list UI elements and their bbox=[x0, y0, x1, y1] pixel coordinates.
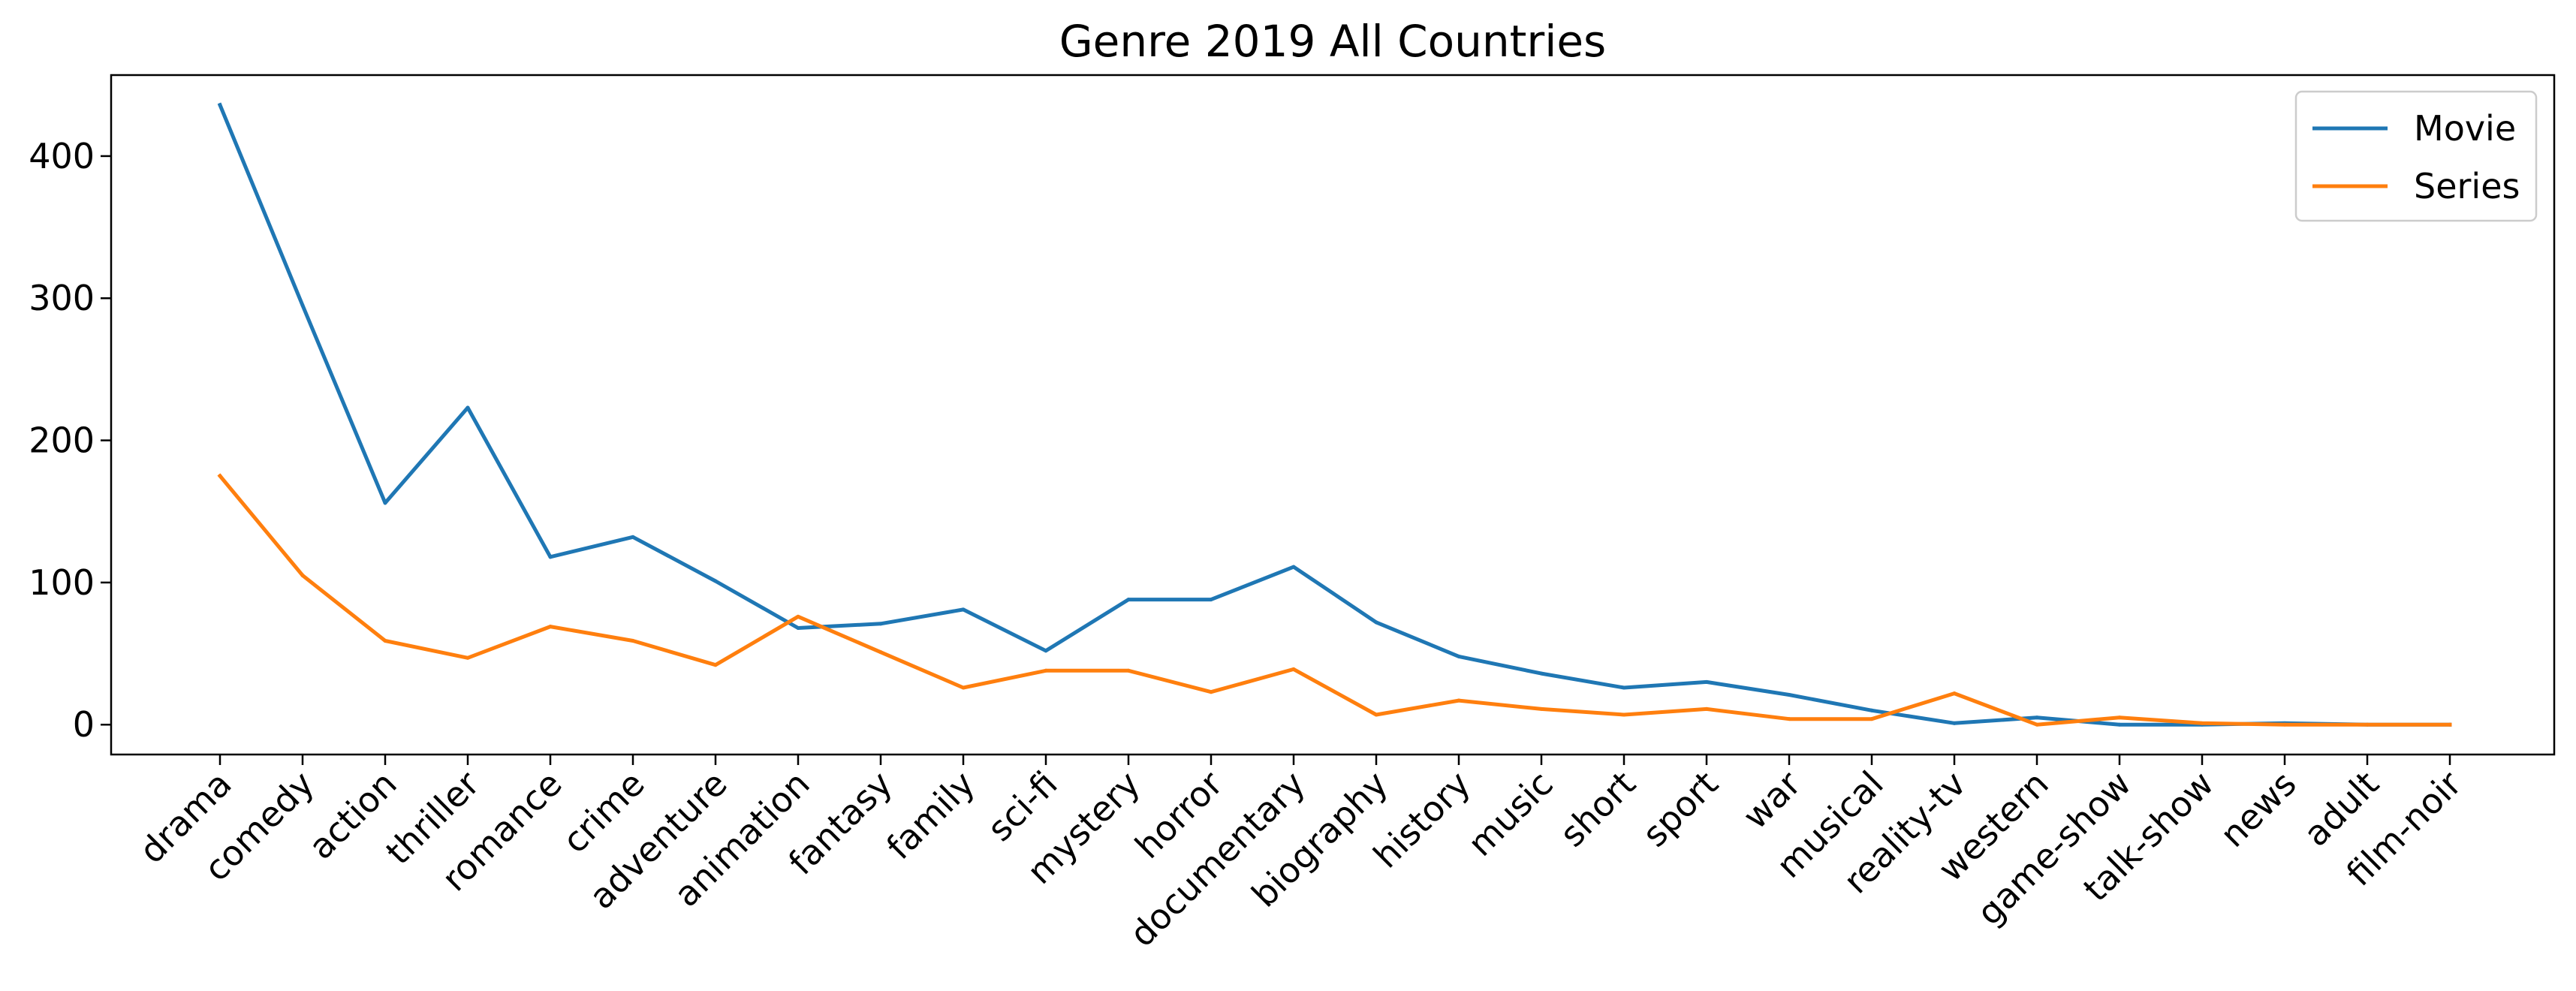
data-point-movie bbox=[1539, 671, 1544, 676]
data-point-series bbox=[878, 650, 883, 655]
y-tick-label: 400 bbox=[29, 136, 95, 176]
data-point-movie bbox=[1952, 721, 1957, 725]
data-point-series bbox=[218, 474, 222, 478]
plot-frame bbox=[110, 74, 2556, 756]
chart-title: Genre 2019 All Countries bbox=[1059, 16, 1607, 67]
data-point-series bbox=[1869, 717, 1874, 721]
data-point-series bbox=[796, 614, 800, 619]
data-point-movie bbox=[1622, 685, 1626, 690]
legend: Movie Series bbox=[2294, 90, 2538, 222]
data-point-series bbox=[2282, 722, 2287, 727]
data-point-movie bbox=[1044, 649, 1048, 653]
data-point-series bbox=[1457, 698, 1461, 703]
data-point-movie bbox=[2117, 722, 2122, 727]
data-point-movie bbox=[218, 103, 222, 107]
y-tick-label: 300 bbox=[29, 278, 95, 318]
data-point-series bbox=[465, 655, 470, 660]
data-point-movie bbox=[1457, 654, 1461, 658]
data-point-series bbox=[1291, 667, 1296, 671]
data-point-series bbox=[1787, 717, 1791, 721]
data-point-series bbox=[1539, 706, 1544, 711]
data-point-series bbox=[1209, 690, 1213, 694]
data-point-movie bbox=[961, 607, 966, 612]
data-point-movie bbox=[2035, 715, 2039, 720]
y-tick-label: 200 bbox=[29, 420, 95, 461]
data-point-movie bbox=[1374, 620, 1378, 625]
data-point-series bbox=[2200, 721, 2204, 725]
x-tick-label: short bbox=[1552, 764, 1644, 855]
x-tick-label: family bbox=[878, 764, 983, 868]
data-point-series bbox=[383, 639, 387, 643]
data-point-movie bbox=[878, 622, 883, 626]
data-point-movie bbox=[465, 405, 470, 410]
data-point-series bbox=[1374, 712, 1378, 717]
x-tick-label: sport bbox=[1634, 764, 1726, 855]
series-line-movie bbox=[217, 102, 2452, 727]
data-point-movie bbox=[383, 501, 387, 505]
data-point-series bbox=[2117, 715, 2122, 720]
data-point-series bbox=[1044, 668, 1048, 673]
x-tick-label: war bbox=[1735, 764, 1809, 837]
plot-lines bbox=[217, 102, 2452, 727]
y-tick-label: 100 bbox=[29, 562, 95, 603]
data-point-series bbox=[2365, 722, 2370, 727]
x-tick-label: news bbox=[2212, 764, 2303, 855]
data-point-movie bbox=[796, 625, 800, 630]
data-point-series bbox=[300, 573, 305, 577]
y-axis: 0 100 200 300 400 bbox=[29, 136, 111, 745]
data-point-movie bbox=[1126, 598, 1131, 602]
x-tick-label: music bbox=[1460, 764, 1560, 864]
series-line-series bbox=[217, 473, 2452, 727]
x-axis: dramacomedyactionthrillerromancecrimeadv… bbox=[131, 755, 2469, 954]
legend-box bbox=[2294, 90, 2538, 222]
data-point-series bbox=[1126, 668, 1131, 673]
data-point-movie bbox=[1869, 708, 1874, 712]
data-point-series bbox=[713, 663, 718, 667]
y-tick-label: 0 bbox=[73, 704, 95, 745]
legend-label-movie: Movie bbox=[2414, 108, 2516, 149]
data-point-movie bbox=[1704, 679, 1709, 684]
data-point-series bbox=[1704, 706, 1709, 711]
data-point-series bbox=[2448, 722, 2452, 727]
data-point-series bbox=[2035, 722, 2039, 727]
data-point-movie bbox=[1291, 565, 1296, 569]
data-point-movie bbox=[1209, 598, 1213, 602]
data-point-series bbox=[631, 639, 635, 643]
data-point-series bbox=[961, 685, 966, 690]
data-point-series bbox=[1622, 712, 1626, 717]
data-point-movie bbox=[548, 555, 553, 559]
data-point-movie bbox=[631, 535, 635, 539]
data-point-series bbox=[548, 625, 553, 629]
data-point-movie bbox=[713, 579, 718, 583]
data-point-movie bbox=[300, 303, 305, 308]
data-point-movie bbox=[1787, 692, 1791, 697]
legend-label-series: Series bbox=[2414, 166, 2520, 206]
data-point-series bbox=[1952, 691, 1957, 696]
